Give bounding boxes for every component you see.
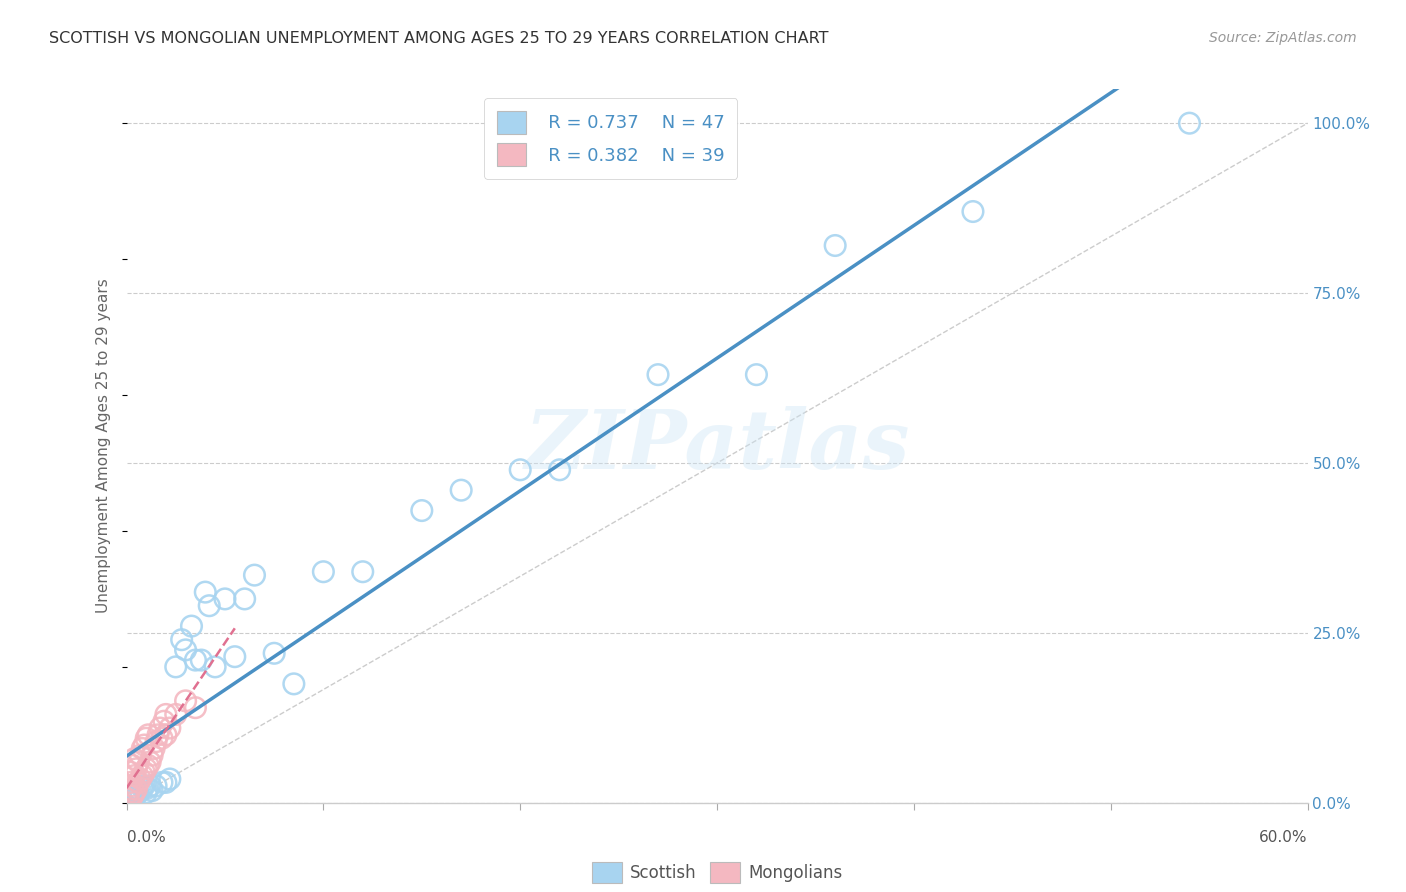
Point xyxy=(155,728,177,742)
Text: 0.0%: 0.0% xyxy=(127,830,166,845)
Point xyxy=(450,483,472,498)
Point xyxy=(263,646,285,660)
Legend: Scottish, Mongolians: Scottish, Mongolians xyxy=(583,854,851,891)
Point xyxy=(224,649,246,664)
Point xyxy=(745,368,768,382)
Point xyxy=(124,783,146,797)
Point xyxy=(194,585,217,599)
Point xyxy=(125,762,148,776)
Point xyxy=(150,731,173,746)
Point xyxy=(204,660,226,674)
Point xyxy=(135,786,157,800)
Text: Source: ZipAtlas.com: Source: ZipAtlas.com xyxy=(1209,31,1357,45)
Point xyxy=(124,769,146,783)
Point xyxy=(283,677,305,691)
Point xyxy=(139,755,162,769)
Text: SCOTTISH VS MONGOLIAN UNEMPLOYMENT AMONG AGES 25 TO 29 YEARS CORRELATION CHART: SCOTTISH VS MONGOLIAN UNEMPLOYMENT AMONG… xyxy=(49,31,828,46)
Point xyxy=(824,238,846,252)
Point xyxy=(117,792,139,806)
Point xyxy=(131,780,153,795)
Point xyxy=(120,790,142,805)
Point xyxy=(174,643,197,657)
Point xyxy=(180,619,202,633)
Point xyxy=(141,783,163,797)
Point xyxy=(155,775,177,789)
Point xyxy=(136,780,159,795)
Point xyxy=(125,782,148,797)
Point xyxy=(134,765,156,780)
Point xyxy=(243,568,266,582)
Point xyxy=(214,591,236,606)
Point xyxy=(312,565,335,579)
Point xyxy=(184,700,207,714)
Point xyxy=(127,775,149,789)
Point xyxy=(150,775,173,789)
Point xyxy=(143,741,166,756)
Point xyxy=(141,748,163,763)
Point xyxy=(145,734,167,748)
Point xyxy=(129,772,152,786)
Point xyxy=(153,714,176,729)
Point xyxy=(124,786,146,800)
Point xyxy=(190,653,212,667)
Point xyxy=(198,599,221,613)
Point xyxy=(135,762,157,776)
Point xyxy=(647,368,669,382)
Point xyxy=(121,779,143,793)
Point xyxy=(124,789,146,803)
Point xyxy=(124,751,146,765)
Point xyxy=(134,738,156,752)
Point xyxy=(159,772,181,786)
Point xyxy=(165,660,187,674)
Point xyxy=(1178,116,1201,130)
Point xyxy=(174,694,197,708)
Point xyxy=(139,779,162,793)
Point xyxy=(184,653,207,667)
Point xyxy=(127,786,149,800)
Point xyxy=(155,707,177,722)
Point xyxy=(134,779,156,793)
Point xyxy=(165,707,187,722)
Point xyxy=(962,204,984,219)
Point xyxy=(136,758,159,772)
Point xyxy=(129,783,152,797)
Text: 60.0%: 60.0% xyxy=(1260,830,1308,845)
Point xyxy=(146,728,169,742)
Point xyxy=(136,728,159,742)
Y-axis label: Unemployment Among Ages 25 to 29 years: Unemployment Among Ages 25 to 29 years xyxy=(96,278,111,614)
Point xyxy=(121,758,143,772)
Point xyxy=(149,721,172,735)
Point xyxy=(548,463,571,477)
Point xyxy=(117,792,139,806)
Point xyxy=(129,748,152,763)
Text: ZIPatlas: ZIPatlas xyxy=(524,406,910,486)
Point xyxy=(120,789,142,803)
Point xyxy=(131,769,153,783)
Point xyxy=(131,741,153,756)
Point xyxy=(135,731,157,746)
Point xyxy=(125,782,148,797)
Point xyxy=(117,786,139,800)
Point xyxy=(411,503,433,517)
Point xyxy=(120,782,142,797)
Point xyxy=(121,789,143,803)
Point xyxy=(121,786,143,800)
Point xyxy=(120,775,142,789)
Point xyxy=(509,463,531,477)
Point xyxy=(125,788,148,802)
Point xyxy=(233,591,256,606)
Point xyxy=(159,721,181,735)
Point xyxy=(120,765,142,780)
Point xyxy=(352,565,374,579)
Point xyxy=(127,755,149,769)
Point xyxy=(145,779,167,793)
Point xyxy=(170,632,193,647)
Point xyxy=(121,788,143,802)
